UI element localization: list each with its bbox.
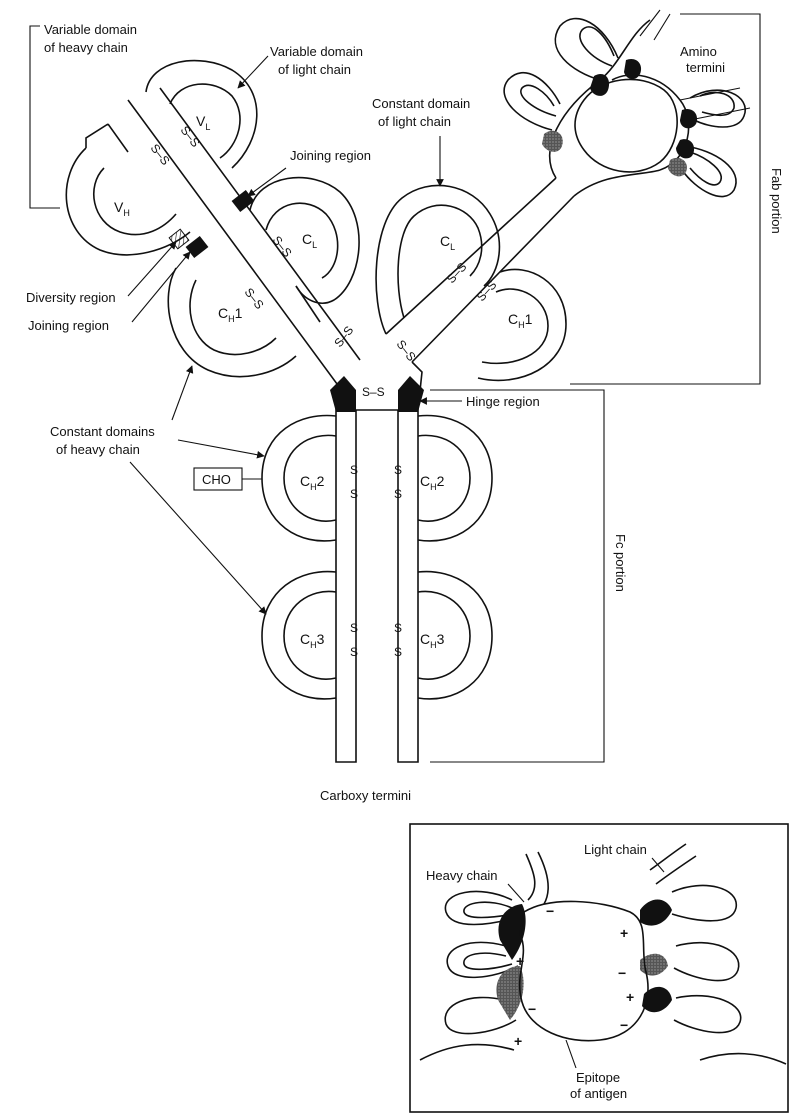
fc-portion-label: Fc portion — [613, 534, 628, 592]
joining-region-heavy-box — [185, 235, 209, 259]
fab-portion-label: Fab portion — [769, 168, 784, 234]
const-light-label: Constant domain — [372, 96, 470, 111]
joining-region-heavy-label: Joining region — [28, 318, 109, 333]
var-heavy-bracket — [29, 25, 60, 209]
var-heavy-label: Variable domain — [44, 22, 137, 37]
s-atom: S — [394, 463, 402, 477]
ch2-right-label: CH2 — [420, 473, 445, 492]
var-heavy-label-2: of heavy chain — [44, 40, 128, 55]
cl-domain-right-label: CL — [440, 233, 455, 252]
const-light-label-2: of light chain — [378, 114, 451, 129]
s-atom: S — [350, 645, 358, 659]
minus-charge: − — [546, 903, 554, 919]
joining-region-heavy-arrow — [131, 251, 191, 323]
ch3-right-label: CH3 — [420, 631, 445, 650]
amino-termini-label-2: termini — [686, 60, 725, 75]
s-atom: S — [394, 645, 402, 659]
inset-heavy-chain-label: Heavy chain — [426, 868, 498, 883]
ch1-domain-right-label: CH1 — [508, 311, 533, 330]
const-heavy-arrow-ch1 — [171, 365, 194, 421]
ch1-domain-left-label: CH1 — [218, 305, 243, 324]
diversity-region-arrow — [127, 241, 177, 297]
s-atom: S — [350, 487, 358, 501]
amino-termini-label: Amino — [680, 44, 717, 59]
ch2-left-label: CH2 — [300, 473, 325, 492]
ss-bond: S–S — [474, 278, 500, 304]
diversity-region-label: Diversity region — [26, 290, 116, 305]
left-arm — [65, 59, 361, 389]
ch3-left-label: CH3 — [300, 631, 325, 650]
var-light-label: Variable domain — [270, 44, 363, 59]
s-atom: S — [350, 621, 358, 635]
joining-region-arrow — [247, 167, 287, 197]
inset-frame — [409, 823, 789, 1113]
fc-disulfides: S S S S S S S S — [350, 463, 402, 659]
inset-charges: − + + − + − − + — [514, 903, 634, 1049]
hinge-block-right — [398, 376, 424, 412]
fab-bracket — [570, 13, 761, 385]
s-atom: S — [350, 463, 358, 477]
fc-bracket — [430, 389, 605, 763]
s-atom: S — [394, 621, 402, 635]
ss-bond: S–S — [242, 285, 267, 311]
var-light-label-2: of light chain — [278, 62, 351, 77]
vl-domain-label: VL — [196, 113, 210, 132]
minus-charge: − — [620, 1017, 628, 1033]
const-heavy-label-2: of heavy chain — [56, 442, 140, 457]
joining-region-label: Joining region — [290, 148, 371, 163]
epitope-label-2: of antigen — [570, 1086, 627, 1101]
plus-charge: + — [626, 989, 634, 1005]
plus-charge: + — [620, 925, 628, 941]
right-arm — [375, 9, 751, 382]
s-atom: S — [394, 487, 402, 501]
fc-stem — [261, 361, 493, 763]
ss-bond: S–S — [148, 141, 173, 167]
const-heavy-label: Constant domains — [50, 424, 155, 439]
ss-bond: S–S — [270, 233, 295, 259]
inset-antigen-binding — [409, 823, 789, 1113]
epitope-label: Epitope — [576, 1070, 620, 1085]
hinge-block-left — [330, 376, 356, 412]
minus-charge: − — [618, 965, 626, 981]
var-light-arrow — [237, 55, 269, 89]
plus-charge: + — [516, 953, 524, 969]
vh-domain-label: VH — [114, 199, 130, 218]
hinge-disulfide: S–S — [362, 385, 385, 399]
carboxy-termini-label: Carboxy termini — [320, 788, 411, 803]
ss-bond: S–S — [444, 260, 470, 286]
const-heavy-arrow-ch3 — [129, 461, 267, 615]
inset-light-chain-label: Light chain — [584, 842, 647, 857]
cl-domain-left-label: CL — [302, 231, 317, 250]
plus-charge: + — [514, 1033, 522, 1049]
cho-label: CHO — [202, 472, 231, 487]
minus-charge: − — [528, 1001, 536, 1017]
hinge-region-label: Hinge region — [466, 394, 540, 409]
const-heavy-arrow-ch2 — [177, 439, 265, 459]
